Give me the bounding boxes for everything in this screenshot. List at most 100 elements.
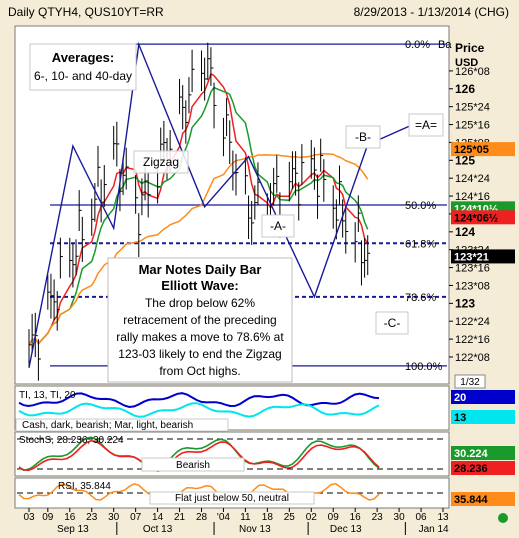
price-tick-label: 126 xyxy=(455,82,475,96)
note-title-2: Elliott Wave: xyxy=(161,278,239,293)
price-badge-text: 125*05 xyxy=(454,144,489,156)
price-axis-label: Price xyxy=(455,41,485,55)
fib-levels: 0.0% Ba 50.0% 61.8% 78.6% 100.0% xyxy=(50,39,452,373)
rsi-note-box xyxy=(149,491,315,505)
price-tick-label: 122*24 xyxy=(455,316,490,328)
note-line: retracement of the preceding xyxy=(123,313,276,327)
x-tick-label: 25 xyxy=(284,512,296,523)
note-line: rally makes a move to 78.6% at xyxy=(116,330,284,344)
elliott-wave-lines xyxy=(28,41,422,368)
fib-label: 100.0% xyxy=(405,361,443,373)
price-tick-label: 124 xyxy=(455,225,475,239)
x-tick-label: 30 xyxy=(394,512,406,523)
wave-a-box xyxy=(261,214,295,238)
fib-label-extra: Ba xyxy=(438,39,452,51)
ti-lines xyxy=(18,392,380,418)
x-tick-label: 18 xyxy=(262,512,274,523)
wave-b-label: -B- xyxy=(355,130,371,144)
note-title-1: Mar Notes Daily Bar xyxy=(139,262,262,277)
x-axis: 03 09 16 23 30 07 14 21 28 '04 11 18 25 02 09 16 23 30 06 1… xyxy=(23,508,449,535)
x-tick-label: 30 xyxy=(108,512,120,523)
x-month-label: Oct 13 xyxy=(143,524,173,535)
wave-line xyxy=(28,41,422,368)
rsi-curve xyxy=(18,482,380,501)
x-month-label: Sep 13 xyxy=(57,524,89,535)
price-tick-label: 125*16 xyxy=(455,120,490,132)
x-tick-label: 23 xyxy=(372,512,384,523)
stoch-legend: StochS, 28.236, 30.224 xyxy=(19,435,124,446)
rsi-badge-text: 35.844 xyxy=(454,494,489,506)
x-month-label: Nov 13 xyxy=(239,524,271,535)
ti-badge-bottom-text: 13 xyxy=(454,412,466,424)
price-axis-unit: USD xyxy=(455,57,478,69)
fib-label: 50.0% xyxy=(405,200,436,212)
stoch-note-box xyxy=(141,457,245,472)
ti-badge-top xyxy=(451,390,515,404)
price-tick-label: 122*16 xyxy=(455,334,490,346)
x-tick-label: 28 xyxy=(196,512,208,523)
averages-title: Averages: xyxy=(52,50,114,65)
averages-box xyxy=(29,43,137,91)
stoch-badge-top xyxy=(451,446,515,460)
x-month-label: Dec 13 xyxy=(330,524,362,535)
elliott-note-box xyxy=(107,257,293,383)
price-badge-text: 124*06½ xyxy=(454,212,498,224)
x-tick-label: 21 xyxy=(174,512,186,523)
rsi-line xyxy=(18,482,380,501)
chart-title: Daily QTYH4, QUS10YT=RR xyxy=(8,5,164,19)
x-tick-label: 16 xyxy=(64,512,76,523)
price-badge xyxy=(451,210,515,225)
fib-label: 78.6% xyxy=(405,292,436,304)
note-line: from Oct highs. xyxy=(159,364,240,378)
stoch-line-k xyxy=(18,436,380,472)
rsi-legend: RSI, 35.844 xyxy=(58,481,111,492)
ti-note-box xyxy=(15,418,229,432)
wave-c-box xyxy=(375,311,409,335)
x-tick-label: 09 xyxy=(42,512,54,523)
stoch-note: Bearish xyxy=(176,460,210,471)
price-tick-label: 125 xyxy=(455,153,475,167)
price-tick-label: 125*24 xyxy=(455,102,490,114)
stoch-line-d xyxy=(18,439,380,473)
fib-label: 0.0% xyxy=(405,39,430,51)
x-tick-label: 13 xyxy=(437,512,449,523)
x-tick-label: 02 xyxy=(306,512,318,523)
zigzag-box xyxy=(133,150,189,174)
x-tick-label: 07 xyxy=(130,512,142,523)
ti-legend: TI, 13, TI, 20 xyxy=(19,390,76,401)
price-tick-label: 123 xyxy=(455,296,475,310)
x-tick-label: 23 xyxy=(86,512,98,523)
wave-b-box xyxy=(345,125,381,149)
stoch-badge-bottom-text: 28.236 xyxy=(454,463,488,475)
x-tick-label: '04 xyxy=(217,512,230,523)
stoch-lines xyxy=(18,436,380,473)
date-range: 8/29/2013 - 1/13/2014 (CHG) xyxy=(354,5,509,19)
x-tick-label: 14 xyxy=(152,512,164,523)
x-month-label: Jan 14 xyxy=(419,524,449,535)
note-line: The drop below 62% xyxy=(145,296,255,310)
ti-note: Cash, dark, bearish; Mar, light, bearish xyxy=(22,420,193,431)
rsi-badge xyxy=(451,492,515,506)
price-tick-label: 124*16 xyxy=(455,191,490,203)
scale-box[interactable] xyxy=(454,374,486,389)
ti-badge-top-text: 20 xyxy=(454,392,466,404)
averages-body: 6-, 10- and 40-day xyxy=(34,69,132,83)
status-dot-icon xyxy=(498,513,508,523)
wave-a-label: -A- xyxy=(270,219,286,233)
rsi-note: Flat just below 50, neutral xyxy=(175,493,289,504)
ti-badge-bottom xyxy=(451,410,515,424)
price-badge-text: 123*21 xyxy=(454,251,489,263)
price-tick-label: 122*08 xyxy=(455,352,490,364)
x-tick-label: 09 xyxy=(328,512,340,523)
x-tick-label: 11 xyxy=(240,512,251,523)
zigzag-label: Zigzag xyxy=(143,155,179,169)
note-line: 123-03 likely to end the Zigzag xyxy=(118,347,281,361)
price-tick-label: 126*08 xyxy=(455,66,490,78)
stoch-badge-top-text: 30.224 xyxy=(454,448,489,460)
fib-label: 61.8% xyxy=(405,238,436,250)
price-badge xyxy=(451,249,515,264)
price-tick-label: 123*16 xyxy=(455,263,490,275)
